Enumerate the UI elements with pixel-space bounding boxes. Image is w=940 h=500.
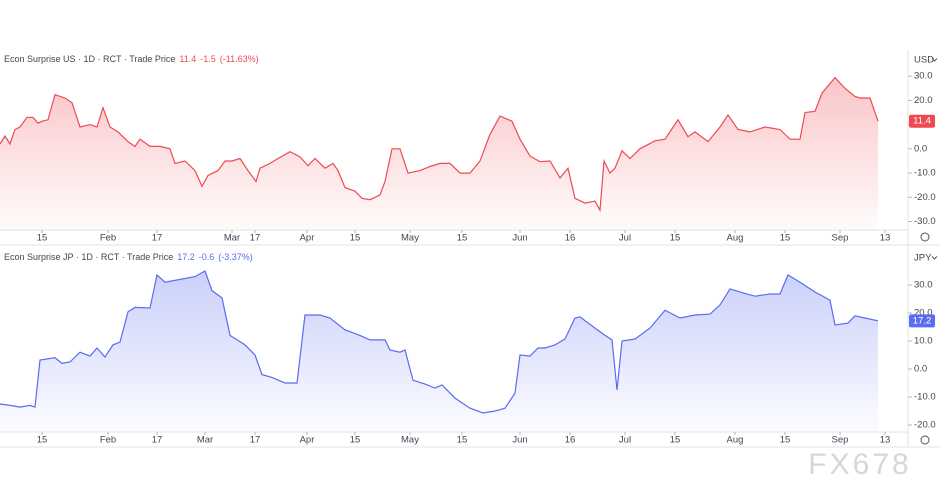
x-tick-label: 16 bbox=[565, 435, 576, 446]
line bbox=[0, 76, 879, 213]
x-tick-label: 17 bbox=[152, 435, 163, 446]
legend-change-percent: (-11.63%) bbox=[220, 54, 259, 64]
settings-icon[interactable] bbox=[920, 232, 930, 242]
legend: Econ Surprise JP · 1D · RCT · Trade Pric… bbox=[4, 252, 253, 262]
watermark: FX678 bbox=[808, 448, 911, 481]
x-tick-label: Mar bbox=[197, 435, 213, 446]
y-tick-label: 0.0 bbox=[914, 143, 927, 154]
x-tick-label: 16 bbox=[565, 233, 576, 244]
y-tick-label: 20.0 bbox=[914, 95, 933, 106]
legend-change-percent: (-3.37%) bbox=[218, 252, 253, 262]
x-tick-label: Feb bbox=[100, 233, 116, 244]
x-tick-label: Apr bbox=[300, 233, 315, 244]
x-tick-label: Jun bbox=[512, 233, 527, 244]
x-tick-label: 13 bbox=[880, 435, 891, 446]
x-tick-label: Aug bbox=[727, 435, 744, 446]
x-tick-label: 15 bbox=[457, 435, 468, 446]
last-value-label: 11.4 bbox=[913, 116, 931, 127]
legend-change: -0.6 bbox=[199, 252, 215, 262]
x-tick-label: 15 bbox=[37, 233, 48, 244]
x-tick-label: 15 bbox=[350, 233, 361, 244]
x-tick-label: 15 bbox=[350, 435, 361, 446]
last-value-badge bbox=[909, 114, 935, 128]
area bbox=[0, 271, 878, 432]
x-tick-label: 15 bbox=[780, 435, 791, 446]
y-tick-label: -20.0 bbox=[914, 192, 936, 203]
settings-icon[interactable] bbox=[920, 435, 930, 445]
x-tick-label: 15 bbox=[37, 435, 48, 446]
x-tick-label: Apr bbox=[300, 435, 315, 446]
legend-value: 17.2 bbox=[177, 252, 195, 262]
area bbox=[0, 77, 878, 230]
legend-title: Econ Surprise JP · 1D · RCT · Trade Pric… bbox=[4, 252, 173, 262]
y-tick-label: -10.0 bbox=[914, 392, 936, 403]
x-tick-label: 17 bbox=[152, 233, 163, 244]
x-tick-label: May bbox=[401, 435, 419, 446]
x-tick-label: Jun bbox=[512, 435, 527, 446]
unit-menu-icon bbox=[931, 256, 938, 260]
y-tick-label: -10.0 bbox=[914, 168, 936, 179]
x-tick-label: May bbox=[401, 233, 419, 244]
x-tick-label: Mar bbox=[224, 233, 240, 244]
x-tick-label: Sep bbox=[832, 435, 849, 446]
x-tick-label: Aug bbox=[727, 233, 744, 244]
last-value-badge bbox=[909, 314, 935, 328]
x-tick-label: 15 bbox=[670, 435, 681, 446]
legend-title: Econ Surprise US · 1D · RCT · Trade Pric… bbox=[4, 54, 175, 64]
legend-change: -1.5 bbox=[200, 54, 216, 64]
x-tick-label: Jul bbox=[619, 435, 631, 446]
x-tick-label: Sep bbox=[832, 233, 849, 244]
x-tick-label: Feb bbox=[100, 435, 116, 446]
legend: Econ Surprise US · 1D · RCT · Trade Pric… bbox=[4, 54, 259, 64]
unit-menu-icon bbox=[931, 58, 938, 62]
x-tick-label: 15 bbox=[780, 233, 791, 244]
x-tick-label: Jul bbox=[619, 233, 631, 244]
x-tick-label: 15 bbox=[457, 233, 468, 244]
y-tick-label: 30.0 bbox=[914, 280, 933, 291]
y-tick-label: 20.0 bbox=[914, 308, 933, 319]
y-tick-label: 10.0 bbox=[914, 336, 933, 347]
last-value-label: 17.2 bbox=[913, 315, 932, 326]
legend-value: 11.4 bbox=[179, 54, 196, 64]
y-tick-label: 0.0 bbox=[914, 364, 927, 375]
y-tick-label: 30.0 bbox=[914, 71, 933, 82]
y-tick-label: -30.0 bbox=[914, 216, 936, 227]
x-tick-label: 13 bbox=[880, 233, 891, 244]
x-tick-label: 17 bbox=[250, 435, 261, 446]
line bbox=[0, 270, 879, 414]
x-tick-label: 17 bbox=[250, 233, 261, 244]
unit-label: JPY bbox=[914, 253, 932, 264]
unit-label: USD bbox=[914, 55, 934, 66]
y-tick-label: -20.0 bbox=[914, 420, 936, 431]
x-tick-label: 15 bbox=[670, 233, 681, 244]
